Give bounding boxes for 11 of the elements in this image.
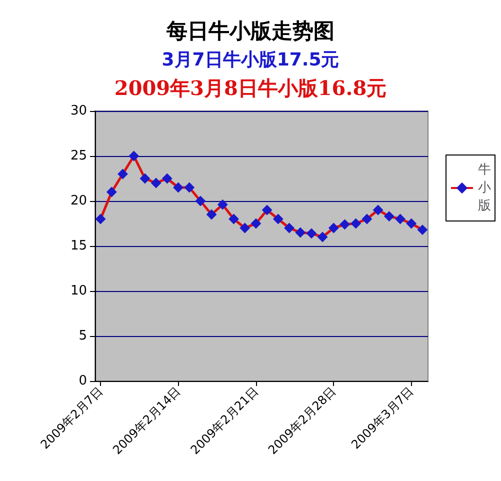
y-tick-label: 15 xyxy=(70,238,87,254)
chart-subtitle: 3月7日牛小版17.5元 xyxy=(162,50,340,70)
y-tick-label: 10 xyxy=(70,284,87,298)
y-tick-label: 30 xyxy=(70,104,87,118)
text: 2009年3月8日牛小版16.8元 xyxy=(114,76,387,100)
y-tick-label: 25 xyxy=(70,148,87,164)
y-tick-label: 20 xyxy=(70,194,87,208)
y-tick-label: 5 xyxy=(78,328,87,344)
legend-label: 牛小版 xyxy=(478,162,491,214)
y-tick-label: 0 xyxy=(78,374,87,388)
chart-title: 每日牛小版走势图 xyxy=(166,18,334,43)
